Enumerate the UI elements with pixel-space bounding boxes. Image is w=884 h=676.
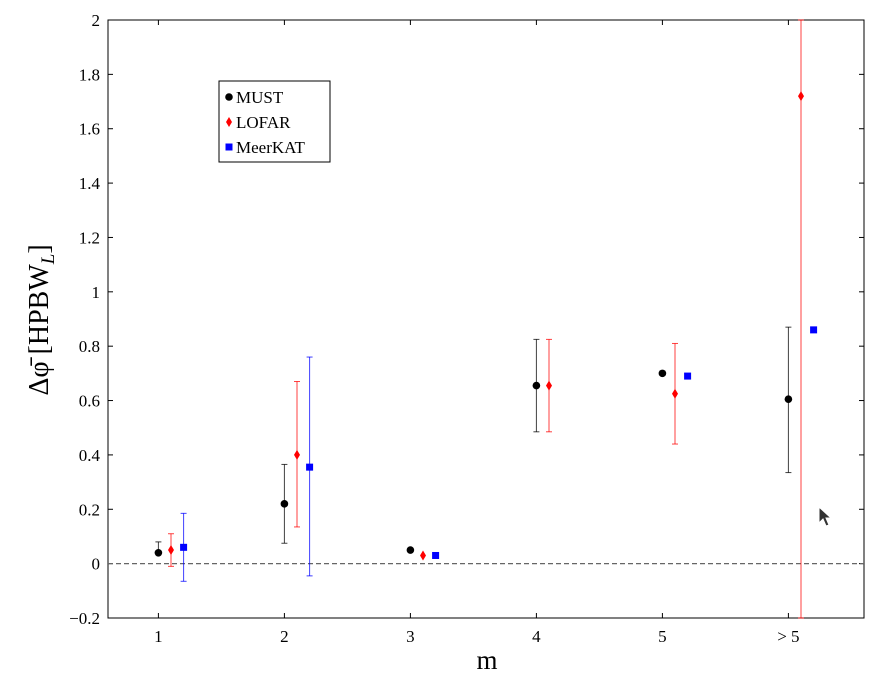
y-tick-label: −0.2 (69, 609, 100, 628)
y-tick-label: 0 (92, 555, 101, 574)
y-axis-title-unit-sub: L (38, 254, 59, 266)
x-tick-label: > 5 (777, 627, 799, 646)
x-tick-label: 5 (658, 627, 667, 646)
legend: MUST LOFAR MeerKAT (218, 80, 331, 163)
y-axis-ticks: −0.2 0 0.2 0.4 0.6 0.8 1 1.2 1.4 1.6 1.8 2 (69, 11, 864, 628)
y-axis-title-delta: Δ (24, 378, 55, 396)
legend-marker-must (225, 93, 233, 101)
y-tick-label: 2 (92, 11, 101, 30)
x-axis-ticks: 1 2 3 4 5 > 5 (154, 20, 800, 646)
x-tick-label: 2 (280, 627, 289, 646)
y-axis-title-phi: φ̄ (24, 356, 55, 377)
y-tick-label: 0.2 (79, 500, 100, 519)
y-axis-title-unit-close: ] (24, 244, 55, 253)
plot-frame (107, 19, 865, 619)
y-tick-label: 0.8 (79, 337, 100, 356)
legend-label-meerkat: MeerKAT (236, 138, 306, 157)
y-axis-title-unit: [HPBW (24, 264, 55, 362)
data-point-must (658, 369, 667, 378)
y-tick-label: 1.6 (79, 120, 100, 139)
y-tick-label: 1.8 (79, 65, 100, 84)
data-series (154, 19, 818, 619)
y-tick-label: 1.2 (79, 228, 100, 247)
data-point-meerkat (432, 551, 440, 559)
data-point-must (784, 395, 793, 403)
y-axis-title: Δφ̄ [HPBWL] (24, 244, 59, 395)
data-point-must (406, 546, 415, 554)
data-point-must (532, 381, 541, 390)
data-point-lofar (294, 449, 300, 460)
legend-label-lofar: LOFAR (236, 113, 291, 132)
data-point-lofar (168, 545, 174, 556)
legend-marker-lofar (226, 117, 232, 127)
data-point-lofar (672, 388, 678, 399)
data-point-meerkat (684, 372, 692, 380)
data-point-meerkat (180, 543, 188, 551)
x-tick-label: 1 (154, 627, 163, 646)
y-tick-label: 1 (92, 283, 101, 302)
mouse-cursor-icon (818, 505, 833, 527)
y-tick-label: 0.6 (79, 392, 100, 411)
series-lofar (168, 19, 804, 619)
data-point-must (280, 500, 289, 508)
x-tick-label: 4 (532, 627, 541, 646)
y-tick-label: 0.4 (79, 446, 101, 465)
legend-marker-meerkat (225, 143, 233, 151)
legend-label-must: MUST (236, 88, 284, 107)
data-point-meerkat (306, 463, 314, 471)
data-point-must (154, 548, 163, 557)
y-tick-label: 1.4 (79, 174, 101, 193)
x-axis-title: m (476, 645, 497, 675)
data-point-meerkat (810, 326, 818, 334)
legend-box (218, 80, 331, 163)
data-point-lofar (798, 91, 804, 102)
series-must (154, 326, 793, 557)
x-tick-label: 3 (406, 627, 415, 646)
data-point-lofar (420, 550, 426, 561)
series-meerkat (180, 326, 818, 582)
data-point-lofar (546, 380, 552, 391)
